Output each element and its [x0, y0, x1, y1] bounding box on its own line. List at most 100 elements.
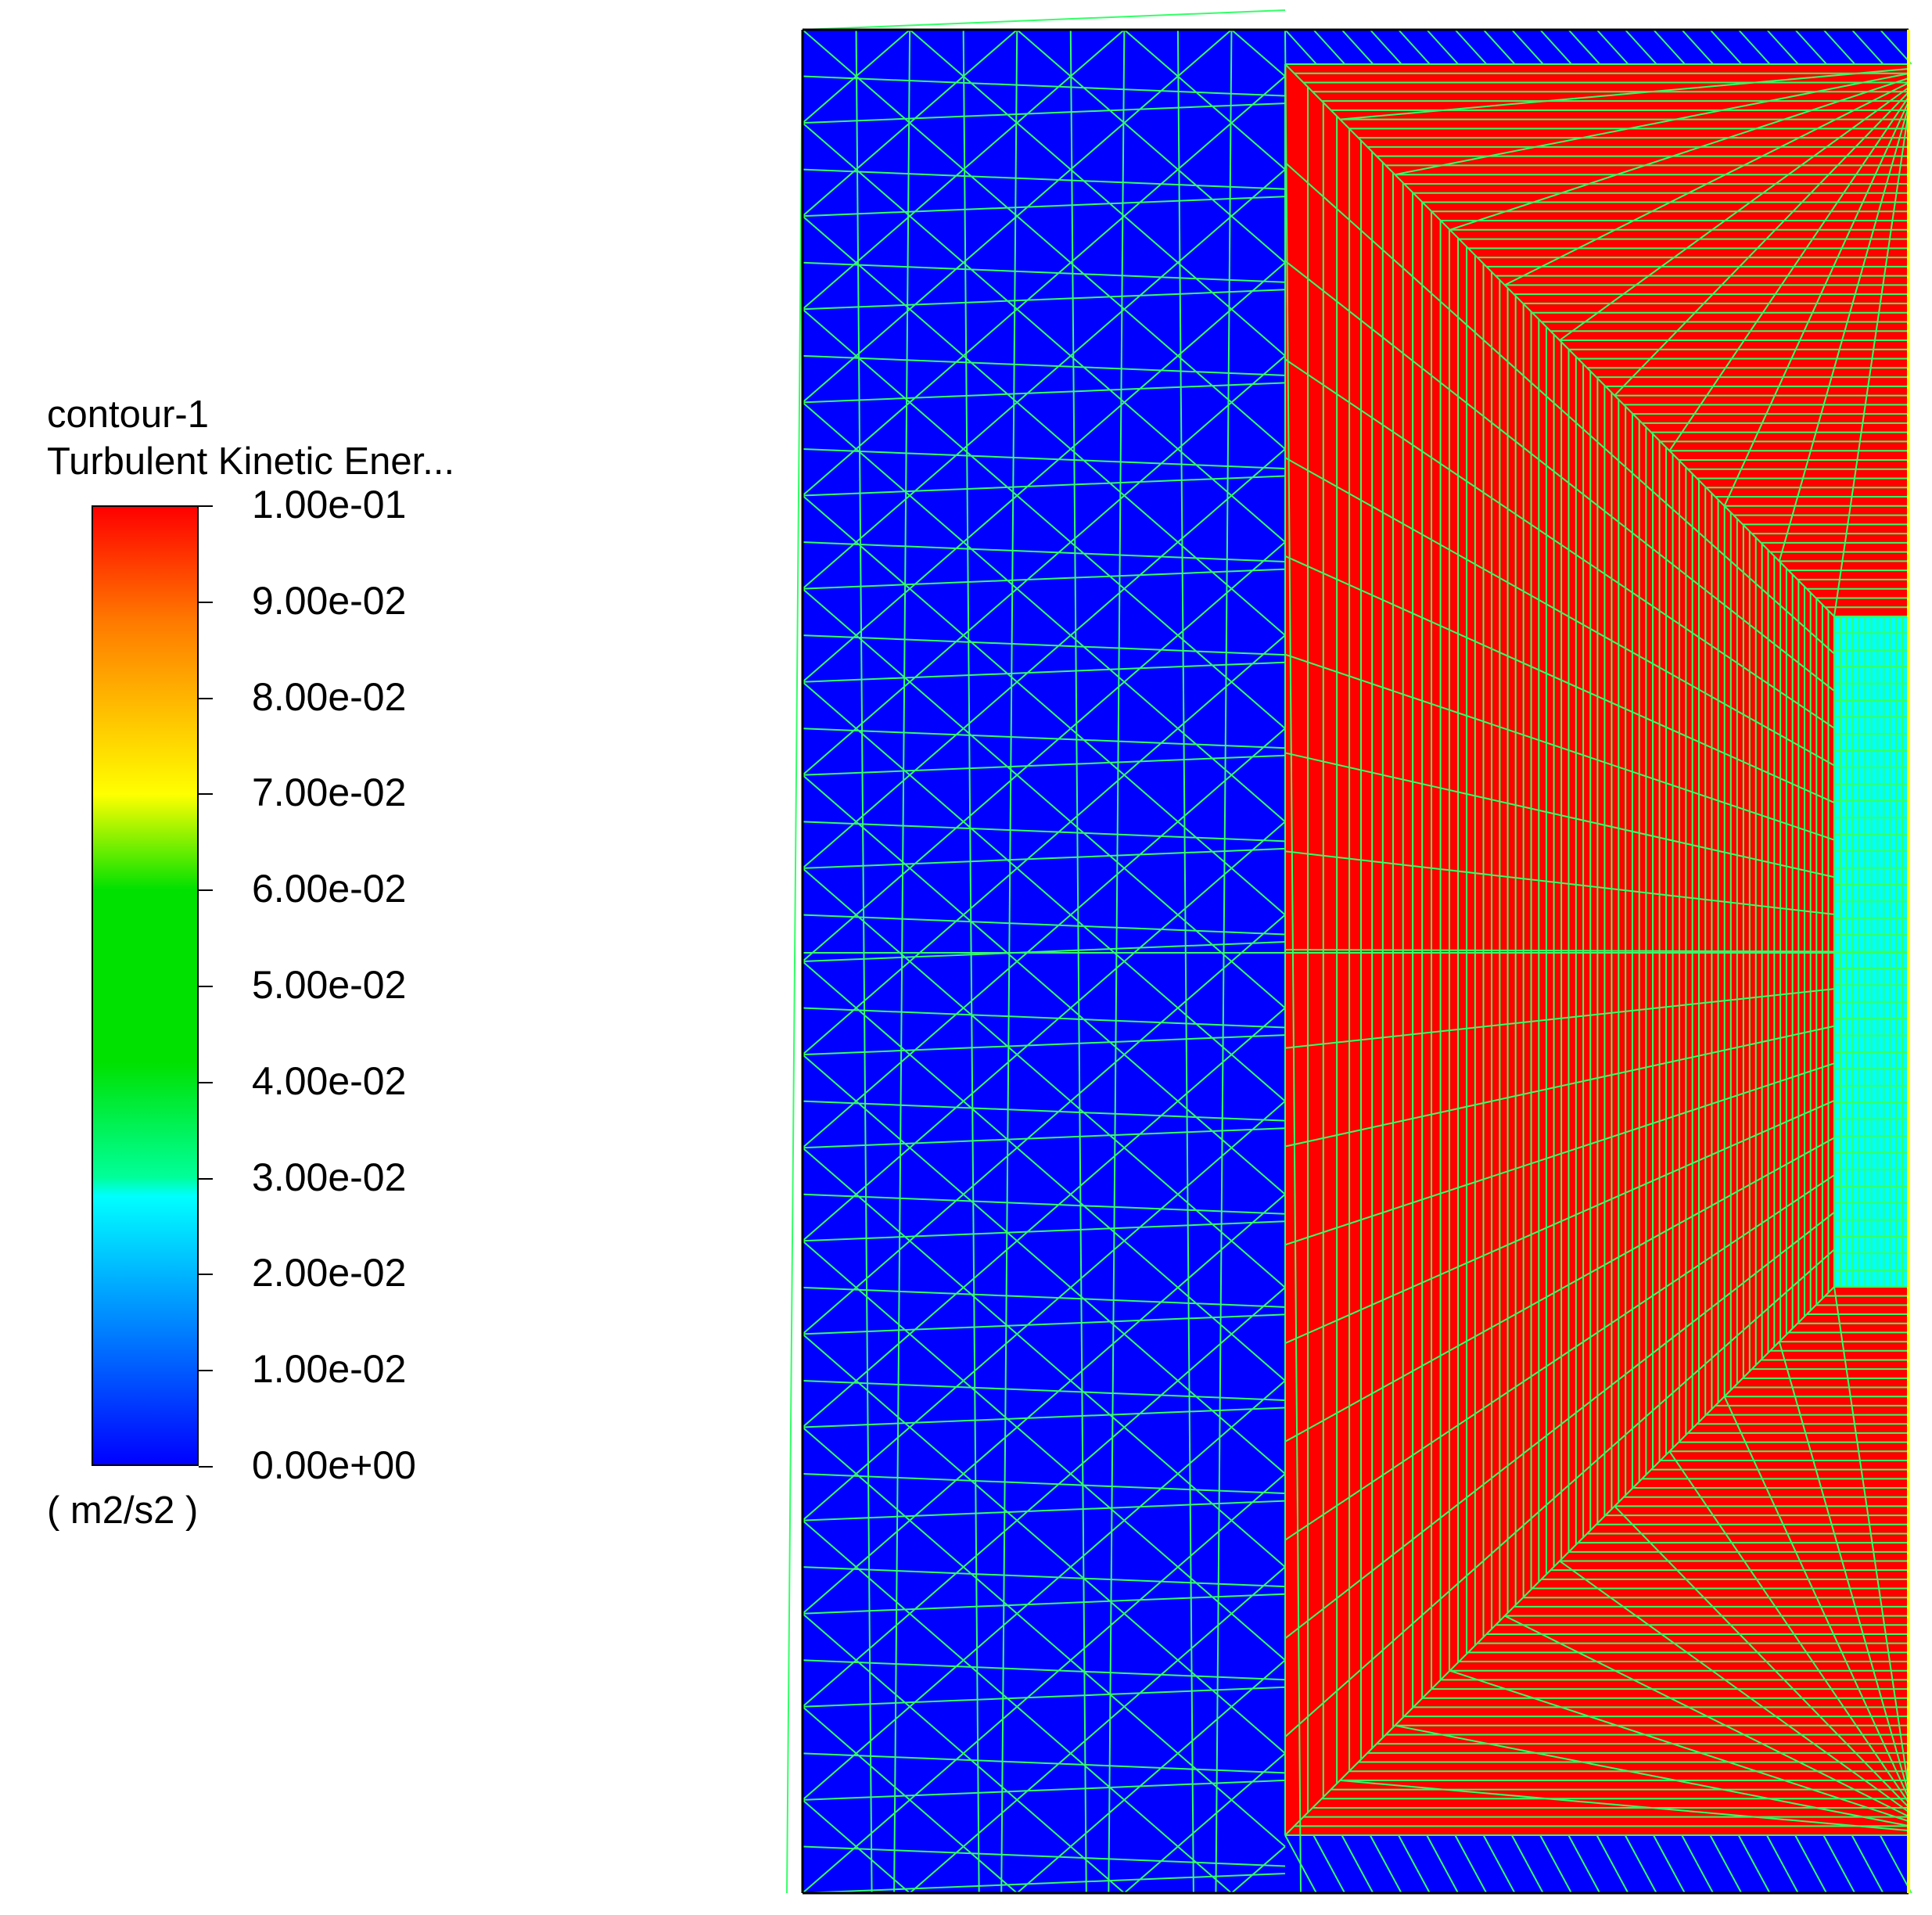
mesh-edge [1177, 1054, 1233, 1102]
mesh-edge [1177, 1100, 1233, 1148]
mesh-edge [909, 1100, 964, 1148]
mesh-edge [855, 1473, 910, 1522]
mesh-edge [963, 261, 1018, 311]
mesh-edge [802, 821, 857, 869]
mesh-edge [909, 168, 964, 217]
mesh-edge [1230, 1799, 1286, 1848]
mesh-edge [802, 941, 1286, 962]
mesh-edge [1123, 401, 1179, 450]
mesh-edge [1230, 541, 1286, 590]
mesh-edge [802, 1193, 1286, 1215]
mesh-edge [802, 1752, 857, 1801]
mesh-edge [1123, 774, 1179, 823]
mesh-edge [1177, 1566, 1233, 1615]
mesh-edge [1016, 75, 1072, 124]
mesh-edge [1016, 261, 1072, 311]
mesh-edge [1230, 168, 1286, 217]
colorbar-tick [199, 697, 213, 699]
mesh-edge [1230, 587, 1286, 636]
mesh-edge [963, 681, 1018, 730]
mesh-edge [802, 1220, 1286, 1242]
mesh-edge [802, 1566, 1286, 1588]
mesh-edge [1177, 401, 1233, 450]
mesh-edge [1123, 1240, 1179, 1288]
mesh-edge [909, 1426, 964, 1475]
mesh-edge [909, 1333, 964, 1381]
mesh-edge [1123, 168, 1179, 217]
mesh-edge [1016, 868, 1072, 916]
mesh-edge [802, 9, 1286, 31]
mesh-edge [909, 774, 964, 823]
mesh-edge [802, 475, 1286, 497]
mesh-edge [963, 728, 1018, 776]
mesh-edge [802, 1287, 857, 1335]
mesh-edge [909, 1380, 964, 1428]
mesh-edge [1230, 1519, 1286, 1568]
mesh-edge [855, 1706, 910, 1755]
mesh-edge [1822, 1834, 1856, 1894]
mesh-edge [909, 1147, 964, 1195]
mesh-edge [1454, 1834, 1488, 1894]
mesh-edge [1016, 681, 1072, 730]
mesh-edge [802, 1333, 857, 1381]
mesh-edge [802, 634, 857, 683]
mesh-edge [1230, 308, 1286, 357]
colorbar-tick-label: 6.00e-02 [252, 867, 407, 911]
mesh-edge [1123, 728, 1179, 776]
mesh-edge [802, 1286, 1286, 1308]
mesh-edge [855, 1566, 910, 1615]
mesh-edge [1070, 868, 1125, 916]
mesh-edge [1833, 1286, 1909, 1789]
mesh-edge [802, 1779, 1286, 1801]
mesh-edge [1070, 122, 1125, 171]
mesh-edge [802, 1473, 1286, 1495]
mesh-edge [1230, 75, 1286, 124]
mesh-edge [1070, 1380, 1125, 1428]
mesh-edge [1284, 988, 1835, 1049]
colorbar-tick [199, 505, 213, 507]
colorbar-tick-label: 2.00e-02 [252, 1251, 407, 1295]
mesh-edge [1070, 774, 1125, 823]
mesh-edge [1230, 1380, 1286, 1428]
mesh-edge [802, 354, 1286, 376]
mesh-edge [963, 587, 1018, 636]
mesh-edge [802, 568, 1286, 590]
mesh-edge [1766, 29, 1799, 65]
colorbar-tick-label: 1.00e-02 [252, 1347, 407, 1392]
colorbar-tick [199, 1466, 213, 1468]
colorbar-tick [199, 889, 213, 892]
mesh-edge [1284, 162, 1835, 655]
mesh-edge [802, 1380, 857, 1428]
mesh-edge [802, 681, 857, 730]
mesh-edge [1177, 1845, 1233, 1894]
mesh-edge [1070, 587, 1125, 636]
colorbar-tick-label: 9.00e-02 [252, 578, 407, 623]
mesh-edge [855, 1752, 910, 1801]
mesh-edge [1070, 308, 1125, 357]
mesh-edge [1177, 821, 1233, 869]
mesh-edge [802, 289, 1286, 311]
mesh-edge [1653, 29, 1686, 65]
mesh-edge [963, 1752, 1018, 1801]
mesh-edge [909, 1706, 964, 1755]
mesh-edge [1123, 448, 1179, 497]
mesh-edge [802, 914, 1286, 936]
mesh-edge [802, 868, 857, 916]
mesh-edge [802, 847, 1286, 869]
mesh-edge [802, 1845, 857, 1894]
mesh-edge [802, 541, 1286, 563]
mesh-edge [1449, 77, 1909, 231]
mesh-edge [1230, 1612, 1286, 1662]
mesh-edge [855, 1799, 910, 1848]
mesh-edge [1398, 29, 1431, 65]
colorbar-tick [199, 1370, 213, 1372]
mesh-edge [1177, 728, 1233, 776]
mesh-edge [1123, 1566, 1179, 1615]
mesh-edge [963, 1333, 1018, 1381]
mesh-edge [1177, 29, 1233, 77]
mesh-edge [963, 1240, 1018, 1288]
mesh-edge [1737, 29, 1771, 65]
mesh-edge [1016, 1100, 1072, 1148]
mesh-edge [802, 1659, 857, 1708]
mesh-edge [1177, 1287, 1233, 1335]
